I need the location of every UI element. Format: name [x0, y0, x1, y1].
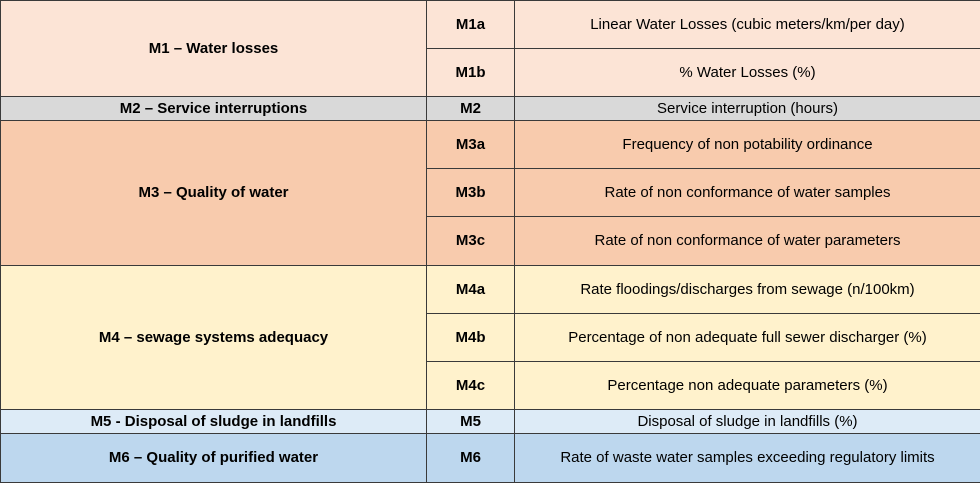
- indicator-description: Percentage non adequate parameters (%): [514, 360, 980, 410]
- group-title-m1: M1 – Water losses: [0, 0, 427, 98]
- table-row: M3b Rate of non conformance of water sam…: [1, 168, 980, 218]
- table-row: M6 – Quality of purified water M6 Rate o…: [0, 432, 980, 483]
- table-row: M2 – Service interruptions M2 Service in…: [0, 96, 980, 122]
- indicator-code: M6: [426, 432, 515, 483]
- indicator-code: M2: [426, 96, 515, 122]
- group-title-m6: M6 – Quality of purified water: [0, 432, 427, 483]
- indicator-code: M3c: [426, 216, 515, 266]
- indicator-description: Rate of non conformance of water samples: [514, 168, 980, 218]
- indicator-description: Percentage of non adequate full sewer di…: [514, 312, 980, 362]
- indicator-description: Frequency of non potability ordinance: [514, 120, 980, 170]
- table-row: M4b Percentage of non adequate full sewe…: [1, 312, 980, 362]
- table-row: M4 – sewage systems adequacy M4a Rate fl…: [0, 264, 980, 410]
- indicator-description: Rate of non conformance of water paramet…: [514, 216, 980, 266]
- indicator-description: Disposal of sludge in landfills (%): [514, 408, 980, 434]
- indicator-description: Linear Water Losses (cubic meters/km/per…: [514, 0, 980, 50]
- indicator-code: M1b: [426, 48, 515, 98]
- indicator-description: Service interruption (hours): [514, 96, 980, 122]
- table-row: M4c Percentage non adequate parameters (…: [1, 360, 980, 410]
- indicator-code: M5: [426, 408, 515, 434]
- indicator-code: M4b: [426, 312, 515, 362]
- indicator-code: M3a: [426, 120, 515, 170]
- group-title-m2: M2 – Service interruptions: [0, 96, 427, 122]
- table-row: M3c Rate of non conformance of water par…: [1, 216, 980, 266]
- indicator-code: M3b: [426, 168, 515, 218]
- table-row: M1b % Water Losses (%): [1, 48, 980, 98]
- indicator-description: Rate floodings/discharges from sewage (n…: [514, 264, 980, 314]
- indicator-code: M1a: [426, 0, 515, 50]
- table-row: M5 - Disposal of sludge in landfills M5 …: [0, 408, 980, 434]
- group-title-m4: M4 – sewage systems adequacy: [0, 264, 427, 410]
- table-row: M3 – Quality of water M3a Frequency of n…: [0, 120, 980, 266]
- table-row: M1 – Water losses M1a Linear Water Losse…: [0, 0, 980, 98]
- indicator-code: M4a: [426, 264, 515, 314]
- group-title-m5: M5 - Disposal of sludge in landfills: [0, 408, 427, 434]
- indicator-description: Rate of waste water samples exceeding re…: [514, 432, 980, 483]
- indicator-description: % Water Losses (%): [514, 48, 980, 98]
- indicator-code: M4c: [426, 360, 515, 410]
- group-title-m3: M3 – Quality of water: [0, 120, 427, 266]
